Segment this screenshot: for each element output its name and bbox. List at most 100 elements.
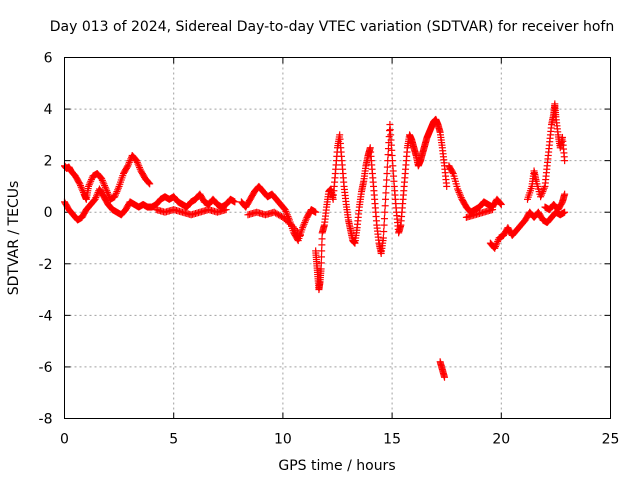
data-point: [382, 195, 390, 203]
data-point: [299, 222, 307, 230]
data-point: [491, 243, 499, 251]
data-point: [489, 206, 497, 214]
data-point: [86, 179, 94, 187]
data-point: [75, 179, 83, 187]
data-point: [100, 180, 108, 188]
data-point: [383, 176, 391, 184]
data-point: [85, 182, 93, 190]
data-point: [379, 234, 387, 242]
data-point: [133, 157, 141, 165]
data-point: [493, 239, 501, 247]
data-point: [457, 194, 465, 202]
data-point: [114, 184, 122, 192]
data-point: [380, 221, 388, 229]
data-point: [114, 186, 122, 194]
x-tick-label: 15: [383, 432, 401, 448]
data-point: [318, 247, 326, 255]
x-tick-label: 20: [492, 432, 510, 448]
plot-frame: [64, 57, 611, 419]
y-tick-label: -2: [39, 257, 53, 273]
x-axis-label: GPS time / hours: [278, 458, 395, 474]
data-point: [561, 157, 569, 165]
data-point: [85, 181, 93, 189]
data-point: [301, 219, 309, 227]
y-tick-label: 2: [44, 154, 53, 170]
data-point: [561, 208, 569, 216]
data-point: [312, 208, 320, 216]
data-point: [537, 193, 545, 201]
data-point: [133, 158, 141, 166]
data-point: [283, 211, 291, 219]
data-point: [145, 179, 153, 187]
data-point: [494, 237, 502, 245]
data-point: [124, 162, 132, 170]
data-point: [456, 190, 464, 198]
data-point: [231, 198, 239, 206]
data-point: [76, 180, 84, 188]
x-tick-label: 5: [169, 432, 178, 448]
data-point: [91, 195, 99, 203]
data-point: [87, 177, 95, 185]
data-point: [113, 188, 121, 196]
data-point: [443, 182, 451, 190]
data-point: [92, 194, 100, 202]
data-point: [441, 373, 449, 381]
ticks-layer: -8 -6 -4 -2 0 2 4 6 0 5 10 15 20 25: [39, 51, 620, 448]
data-point: [457, 192, 465, 200]
data-point: [98, 176, 106, 184]
data-point: [449, 168, 457, 176]
data-point: [497, 200, 505, 208]
data-point: [497, 200, 505, 208]
data-point: [382, 182, 390, 190]
data-point: [281, 206, 289, 214]
chart-title: Day 013 of 2024, Sidereal Day-to-day VTE…: [50, 19, 614, 35]
data-point: [318, 241, 326, 249]
data-point: [101, 182, 109, 190]
data-point: [99, 178, 107, 186]
y-tick-label: -8: [39, 412, 53, 428]
y-tick-label: 0: [44, 205, 53, 221]
data-point: [454, 187, 462, 195]
data-point: [539, 188, 547, 196]
data-point: [111, 191, 119, 199]
data-point: [111, 193, 119, 201]
x-tick-label: 25: [602, 432, 620, 448]
data-point: [382, 189, 390, 197]
y-axis-label: SDTVAR / TECUs: [6, 181, 22, 296]
data-point: [384, 151, 392, 159]
y-tick-label: -6: [39, 360, 53, 376]
data-point: [283, 209, 291, 217]
x-tick-label: 10: [274, 432, 292, 448]
data-point: [454, 185, 462, 193]
data-point: [296, 231, 304, 239]
grid-layer: [64, 57, 611, 419]
data-point: [126, 157, 134, 165]
data-point: [383, 170, 391, 178]
data-point: [282, 207, 290, 215]
data-point: [146, 180, 154, 188]
y-tick-label: -4: [39, 308, 53, 324]
data-point: [299, 224, 307, 232]
data-point: [537, 191, 545, 199]
data-point: [386, 127, 394, 135]
data-point: [492, 241, 500, 249]
data-point: [135, 162, 143, 170]
data-point: [144, 178, 152, 186]
data-point: [383, 163, 391, 171]
data-point: [317, 253, 325, 261]
data-point: [134, 160, 142, 168]
y-tick-label: 6: [44, 51, 53, 67]
data-point: [98, 175, 106, 183]
data-point: [123, 163, 131, 171]
data-point: [125, 158, 133, 166]
data-point: [540, 184, 548, 192]
data-point: [455, 188, 463, 196]
data-point: [381, 208, 389, 216]
data-point: [317, 259, 325, 267]
data-point: [381, 202, 389, 210]
data-point: [222, 206, 230, 214]
data-point: [491, 244, 499, 252]
data-point: [87, 176, 95, 184]
data-point: [561, 190, 569, 198]
